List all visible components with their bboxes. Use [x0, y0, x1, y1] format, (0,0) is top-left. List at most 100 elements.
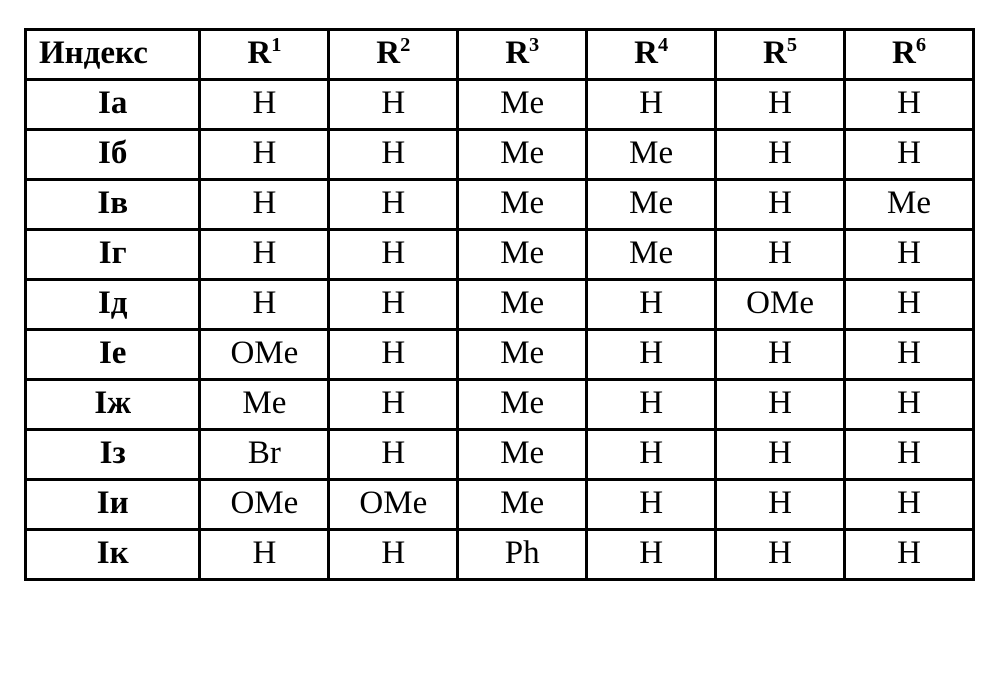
cell-r6: H — [845, 430, 974, 480]
col-header-super: 4 — [658, 34, 668, 56]
cell-r5: H — [716, 530, 845, 580]
cell-r2: H — [329, 530, 458, 580]
table-header-row: Индекс R1 R2 R3 R4 R5 R6 — [26, 30, 974, 80]
cell-r6: H — [845, 480, 974, 530]
cell-index: Iи — [26, 480, 200, 530]
table-row: Iи OMe OMe Me H H H — [26, 480, 974, 530]
cell-index: Iз — [26, 430, 200, 480]
col-header-label: R — [376, 35, 400, 71]
col-header-r1: R1 — [200, 30, 329, 80]
cell-r2: H — [329, 280, 458, 330]
substituent-table: Индекс R1 R2 R3 R4 R5 R6 — [24, 28, 975, 581]
table-row: Iг H H Me Me H H — [26, 230, 974, 280]
col-header-label: R — [634, 35, 658, 71]
cell-r3: Ph — [458, 530, 587, 580]
col-header-label: R — [247, 35, 271, 71]
table-row: Iе OMe H Me H H H — [26, 330, 974, 380]
cell-r5: OMe — [716, 280, 845, 330]
cell-r2: H — [329, 80, 458, 130]
col-header-super: 5 — [787, 34, 797, 56]
col-header-r5: R5 — [716, 30, 845, 80]
cell-r1: H — [200, 280, 329, 330]
cell-r2: H — [329, 230, 458, 280]
cell-r5: H — [716, 380, 845, 430]
cell-index: Iб — [26, 130, 200, 180]
cell-r6: H — [845, 330, 974, 380]
cell-index: Iд — [26, 280, 200, 330]
col-header-r4: R4 — [587, 30, 716, 80]
cell-r1: Me — [200, 380, 329, 430]
cell-r6: H — [845, 80, 974, 130]
cell-r5: H — [716, 230, 845, 280]
cell-r3: Me — [458, 230, 587, 280]
cell-r5: H — [716, 130, 845, 180]
cell-r5: H — [716, 330, 845, 380]
col-header-r3: R3 — [458, 30, 587, 80]
cell-r2: H — [329, 330, 458, 380]
cell-r4: Me — [587, 230, 716, 280]
cell-r2: OMe — [329, 480, 458, 530]
cell-r3: Me — [458, 180, 587, 230]
cell-r2: H — [329, 430, 458, 480]
col-header-r6: R6 — [845, 30, 974, 80]
page: Индекс R1 R2 R3 R4 R5 R6 — [0, 0, 999, 678]
cell-r2: H — [329, 380, 458, 430]
cell-r1: Br — [200, 430, 329, 480]
col-header-label: R — [892, 35, 916, 71]
cell-r4: H — [587, 430, 716, 480]
cell-r4: H — [587, 530, 716, 580]
cell-r3: Me — [458, 130, 587, 180]
table-row: Iв H H Me Me H Me — [26, 180, 974, 230]
cell-index: Iг — [26, 230, 200, 280]
cell-r6: H — [845, 380, 974, 430]
col-header-label: Индекс — [39, 35, 148, 71]
cell-r6: H — [845, 130, 974, 180]
cell-r6: H — [845, 280, 974, 330]
cell-r1: H — [200, 80, 329, 130]
col-header-r2: R2 — [329, 30, 458, 80]
cell-r6: H — [845, 530, 974, 580]
cell-r1: H — [200, 530, 329, 580]
cell-r1: H — [200, 180, 329, 230]
cell-r4: Me — [587, 180, 716, 230]
table-row: Iд H H Me H OMe H — [26, 280, 974, 330]
cell-r3: Me — [458, 80, 587, 130]
cell-r3: Me — [458, 330, 587, 380]
col-header-index: Индекс — [26, 30, 200, 80]
cell-index: Iк — [26, 530, 200, 580]
cell-r2: H — [329, 180, 458, 230]
cell-r5: H — [716, 430, 845, 480]
cell-r1: H — [200, 230, 329, 280]
cell-r4: H — [587, 80, 716, 130]
cell-r4: Me — [587, 130, 716, 180]
col-header-super: 1 — [271, 34, 281, 56]
cell-index: Iе — [26, 330, 200, 380]
cell-r3: Me — [458, 430, 587, 480]
cell-r4: H — [587, 480, 716, 530]
cell-index: Iв — [26, 180, 200, 230]
col-header-label: R — [763, 35, 787, 71]
col-header-label: R — [505, 35, 529, 71]
cell-r1: OMe — [200, 480, 329, 530]
cell-r4: H — [587, 330, 716, 380]
table-row: Iб H H Me Me H H — [26, 130, 974, 180]
col-header-super: 3 — [529, 34, 539, 56]
cell-r4: H — [587, 380, 716, 430]
cell-index: Iж — [26, 380, 200, 430]
table-row: Iж Me H Me H H H — [26, 380, 974, 430]
table-row: Iк H H Ph H H H — [26, 530, 974, 580]
col-header-super: 6 — [916, 34, 926, 56]
cell-r3: Me — [458, 380, 587, 430]
cell-r1: H — [200, 130, 329, 180]
col-header-super: 2 — [400, 34, 410, 56]
cell-r2: H — [329, 130, 458, 180]
cell-r5: H — [716, 180, 845, 230]
table-row: Iа H H Me H H H — [26, 80, 974, 130]
cell-r3: Me — [458, 480, 587, 530]
cell-r3: Me — [458, 280, 587, 330]
cell-r5: H — [716, 80, 845, 130]
cell-r4: H — [587, 280, 716, 330]
table-row: Iз Br H Me H H H — [26, 430, 974, 480]
cell-r6: H — [845, 230, 974, 280]
cell-index: Iа — [26, 80, 200, 130]
